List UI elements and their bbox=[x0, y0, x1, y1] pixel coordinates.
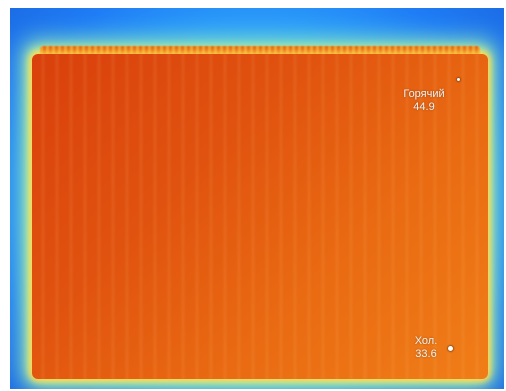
thermal-image: Горячий 44.9 Хол. 33.6 bbox=[10, 8, 504, 389]
cold-spot-label: Хол. bbox=[414, 335, 438, 347]
hot-spot-value: 44.9 bbox=[413, 101, 435, 113]
hot-spot-label: Горячий bbox=[403, 88, 445, 100]
hot-spot-label-group: Горячий 44.9 bbox=[398, 88, 450, 114]
hot-spot-marker bbox=[457, 78, 460, 81]
radiator-panel bbox=[32, 54, 488, 379]
cold-spot-marker bbox=[448, 346, 453, 351]
cold-spot-value: 33.6 bbox=[415, 348, 437, 360]
cold-spot-label-group: Хол. 33.6 bbox=[408, 335, 444, 361]
